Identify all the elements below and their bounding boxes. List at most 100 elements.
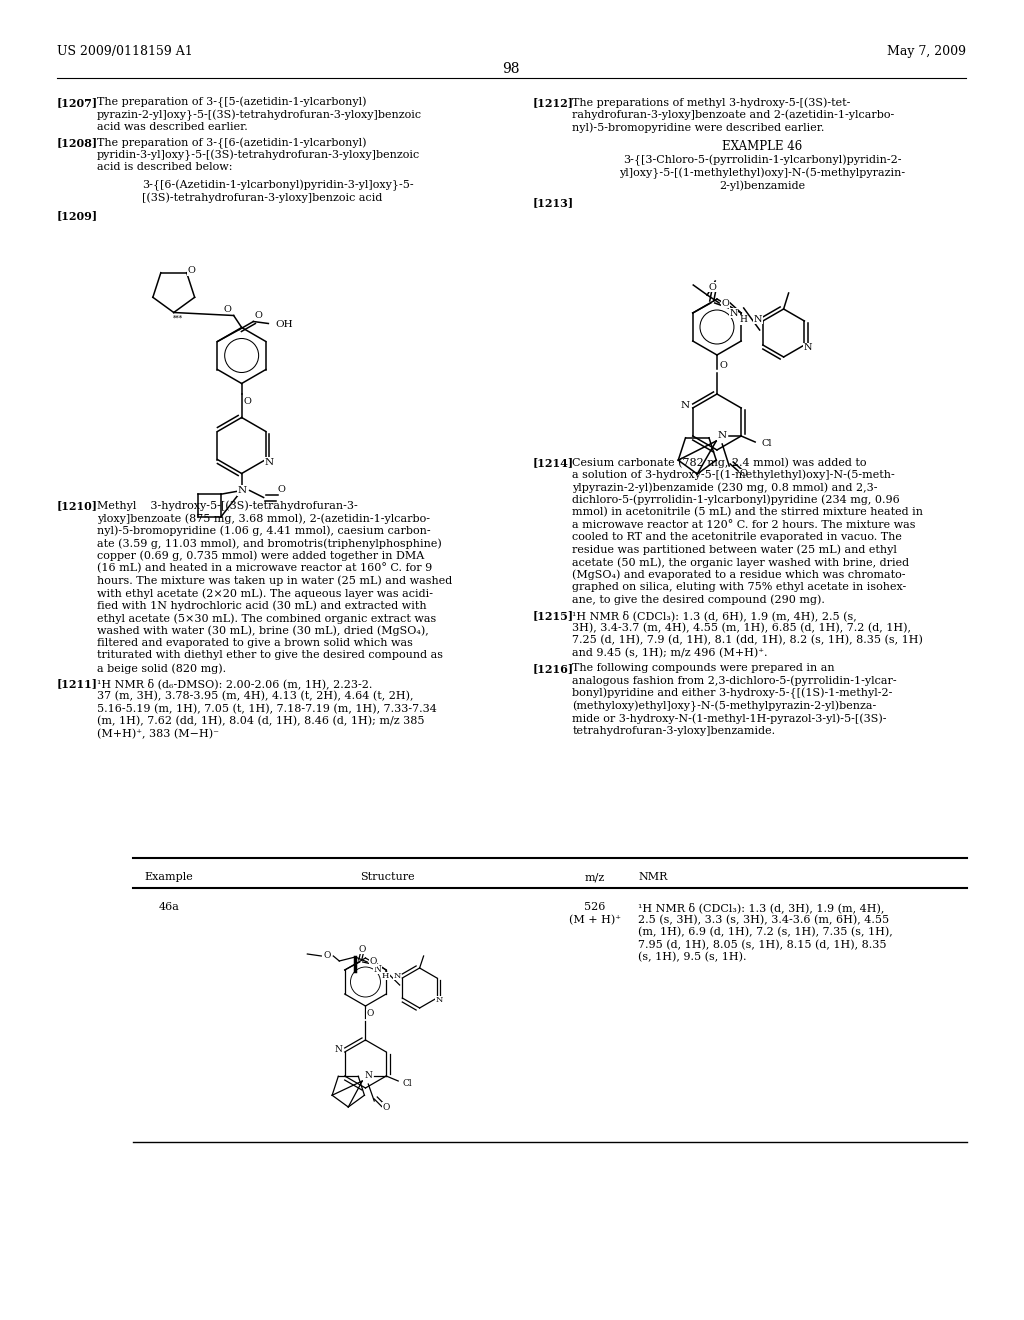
Text: ylpyrazin-2-yl)benzamide (230 mg, 0.8 mmol) and 2,3-: ylpyrazin-2-yl)benzamide (230 mg, 0.8 mm… [572,482,878,492]
Text: O: O [223,305,231,314]
Text: (s, 1H), 9.5 (s, 1H).: (s, 1H), 9.5 (s, 1H). [638,952,746,962]
Text: 98: 98 [503,62,520,77]
Text: The preparation of 3-{[5-(azetidin-1-ylcarbonyl): The preparation of 3-{[5-(azetidin-1-ylc… [97,96,367,108]
Text: N: N [718,432,727,441]
Text: [1208]: [1208] [57,137,98,149]
Text: N: N [365,1072,372,1081]
Text: May 7, 2009: May 7, 2009 [887,45,966,58]
Text: a beige solid (820 mg).: a beige solid (820 mg). [97,663,226,673]
Text: (methyloxy)ethyl]oxy}-N-(5-methylpyrazin-2-yl)benza-: (methyloxy)ethyl]oxy}-N-(5-methylpyrazin… [572,701,877,711]
Text: The preparations of methyl 3-hydroxy-5-[(3S)-tet-: The preparations of methyl 3-hydroxy-5-[… [572,96,851,107]
Text: mide or 3-hydroxy-N-(1-methyl-1H-pyrazol-3-yl)-5-[(3S)-: mide or 3-hydroxy-N-(1-methyl-1H-pyrazol… [572,713,887,723]
Text: nyl)-5-bromopyridine (1.06 g, 4.41 mmol), caesium carbon-: nyl)-5-bromopyridine (1.06 g, 4.41 mmol)… [97,525,430,536]
Text: rahydrofuran-3-yloxy]benzoate and 2-(azetidin-1-ylcarbo-: rahydrofuran-3-yloxy]benzoate and 2-(aze… [572,110,894,120]
Text: [1216]: [1216] [532,663,573,675]
Text: 7.25 (d, 1H), 7.9 (d, 1H), 8.1 (dd, 1H), 8.2 (s, 1H), 8.35 (s, 1H): 7.25 (d, 1H), 7.9 (d, 1H), 8.1 (dd, 1H),… [572,635,923,645]
Text: N: N [393,972,401,979]
Text: (m, 1H), 7.62 (dd, 1H), 8.04 (d, 1H), 8.46 (d, 1H); m/z 385: (m, 1H), 7.62 (dd, 1H), 8.04 (d, 1H), 8.… [97,715,424,726]
Text: O: O [324,952,331,961]
Text: [1211]: [1211] [57,678,98,689]
Text: residue was partitioned between water (25 mL) and ethyl: residue was partitioned between water (2… [572,544,897,556]
Text: H: H [739,315,748,325]
Text: O: O [709,282,717,292]
Text: filtered and evaporated to give a brown solid which was: filtered and evaporated to give a brown … [97,638,413,648]
Text: Structure: Structure [360,873,415,882]
Text: O: O [278,484,286,494]
Text: cooled to RT and the acetonitrile evaporated in vacuo. The: cooled to RT and the acetonitrile evapor… [572,532,902,543]
Text: (MgSO₄) and evaporated to a residue which was chromato-: (MgSO₄) and evaporated to a residue whic… [572,569,905,579]
Text: ¹H NMR δ (d₆-DMSO): 2.00-2.06 (m, 1H), 2.23-2.: ¹H NMR δ (d₆-DMSO): 2.00-2.06 (m, 1H), 2… [97,678,373,689]
Text: N: N [680,401,689,411]
Text: [1209]: [1209] [57,210,98,220]
Text: a microwave reactor at 120° C. for 2 hours. The mixture was: a microwave reactor at 120° C. for 2 hou… [572,520,915,529]
Text: pyrazin-2-yl]oxy}-5-[(3S)-tetrahydrofuran-3-yloxy]benzoic: pyrazin-2-yl]oxy}-5-[(3S)-tetrahydrofura… [97,110,422,121]
Text: graphed on silica, eluting with 75% ethyl acetate in isohex-: graphed on silica, eluting with 75% ethy… [572,582,906,591]
Text: ane, to give the desired compound (290 mg).: ane, to give the desired compound (290 m… [572,594,825,605]
Text: ***: *** [173,314,183,322]
Text: N: N [238,486,246,495]
Text: O: O [244,397,252,407]
Text: ¹H NMR δ (CDCl₃): 1.3 (d, 6H), 1.9 (m, 4H), 2.5 (s,: ¹H NMR δ (CDCl₃): 1.3 (d, 6H), 1.9 (m, 4… [572,610,857,620]
Text: (16 mL) and heated in a microwave reactor at 160° C. for 9: (16 mL) and heated in a microwave reacto… [97,564,432,574]
Text: pyridin-3-yl]oxy}-5-[(3S)-tetrahydrofuran-3-yloxy]benzoic: pyridin-3-yl]oxy}-5-[(3S)-tetrahydrofura… [97,150,420,161]
Text: 7.95 (d, 1H), 8.05 (s, 1H), 8.15 (d, 1H), 8.35: 7.95 (d, 1H), 8.05 (s, 1H), 8.15 (d, 1H)… [638,940,887,950]
Text: yl]oxy}-5-[(1-methylethyl)oxy]-N-(5-methylpyrazin-: yl]oxy}-5-[(1-methylethyl)oxy]-N-(5-meth… [618,168,905,178]
Text: O: O [254,312,262,319]
Text: The preparation of 3-{[6-(azetidin-1-ylcarbonyl): The preparation of 3-{[6-(azetidin-1-ylc… [97,137,367,149]
Text: 2.5 (s, 3H), 3.3 (s, 3H), 3.4-3.6 (m, 6H), 4.55: 2.5 (s, 3H), 3.3 (s, 3H), 3.4-3.6 (m, 6H… [638,915,889,925]
Text: O: O [383,1102,390,1111]
Text: and 9.45 (s, 1H); m/z 496 (M+H)⁺.: and 9.45 (s, 1H); m/z 496 (M+H)⁺. [572,648,768,657]
Text: N: N [335,1045,343,1055]
Text: US 2009/0118159 A1: US 2009/0118159 A1 [57,45,193,58]
Text: [1215]: [1215] [532,610,573,620]
Text: bonyl)pyridine and either 3-hydroxy-5-{[(1S)-1-methyl-2-: bonyl)pyridine and either 3-hydroxy-5-{[… [572,688,893,700]
Text: N: N [264,458,273,467]
Text: NMR: NMR [638,873,668,882]
Text: acid was described earlier.: acid was described earlier. [97,121,248,132]
Text: O: O [370,957,377,966]
Text: O: O [721,298,729,308]
Text: O: O [739,470,748,479]
Text: mmol) in acetonitrile (5 mL) and the stirred mixture heated in: mmol) in acetonitrile (5 mL) and the sti… [572,507,924,517]
Text: [1207]: [1207] [57,96,98,108]
Text: 5.16-5.19 (m, 1H), 7.05 (t, 1H), 7.18-7.19 (m, 1H), 7.33-7.34: 5.16-5.19 (m, 1H), 7.05 (t, 1H), 7.18-7.… [97,704,436,714]
Text: Cl: Cl [761,440,772,449]
Text: 526: 526 [585,902,606,912]
Text: 37 (m, 3H), 3.78-3.95 (m, 4H), 4.13 (t, 2H), 4.64 (t, 2H),: 37 (m, 3H), 3.78-3.95 (m, 4H), 4.13 (t, … [97,690,414,701]
Text: ¹H NMR δ (CDCl₃): 1.3 (d, 3H), 1.9 (m, 4H),: ¹H NMR δ (CDCl₃): 1.3 (d, 3H), 1.9 (m, 4… [638,902,885,913]
Text: Cesium carbonate (782 mg, 2.4 mmol) was added to: Cesium carbonate (782 mg, 2.4 mmol) was … [572,457,866,467]
Text: fied with 1N hydrochloric acid (30 mL) and extracted with: fied with 1N hydrochloric acid (30 mL) a… [97,601,426,611]
Text: 2-yl)benzamide: 2-yl)benzamide [719,180,805,190]
Text: triturated with diethyl ether to give the desired compound as: triturated with diethyl ether to give th… [97,651,442,660]
Text: (M+H)⁺, 383 (M−H)⁻: (M+H)⁺, 383 (M−H)⁻ [97,729,219,739]
Text: O: O [187,267,196,275]
Text: acid is described below:: acid is described below: [97,162,232,173]
Text: (m, 1H), 6.9 (d, 1H), 7.2 (s, 1H), 7.35 (s, 1H),: (m, 1H), 6.9 (d, 1H), 7.2 (s, 1H), 7.35 … [638,927,893,937]
Text: a solution of 3-hydroxy-5-[(1-methylethyl)oxy]-N-(5-meth-: a solution of 3-hydroxy-5-[(1-methylethy… [572,470,895,480]
Text: EXAMPLE 46: EXAMPLE 46 [722,140,802,153]
Text: [1213]: [1213] [532,198,573,209]
Text: H: H [382,972,389,979]
Text: The following compounds were prepared in an: The following compounds were prepared in… [572,663,835,673]
Text: m/z: m/z [585,873,605,882]
Text: O: O [358,945,366,953]
Text: 3-{[3-Chloro-5-(pyrrolidin-1-ylcarbonyl)pyridin-2-: 3-{[3-Chloro-5-(pyrrolidin-1-ylcarbonyl)… [623,154,901,166]
Text: N: N [754,314,762,323]
Text: N: N [803,343,812,352]
Text: [1212]: [1212] [532,96,573,108]
Text: N: N [729,309,738,318]
Text: hours. The mixture was taken up in water (25 mL) and washed: hours. The mixture was taken up in water… [97,576,453,586]
Text: 3-{[6-(Azetidin-1-ylcarbonyl)pyridin-3-yl]oxy}-5-: 3-{[6-(Azetidin-1-ylcarbonyl)pyridin-3-y… [141,180,414,191]
Text: Cl: Cl [402,1080,412,1089]
Text: 3H), 3.4-3.7 (m, 4H), 4.55 (m, 1H), 6.85 (d, 1H), 7.2 (d, 1H),: 3H), 3.4-3.7 (m, 4H), 4.55 (m, 1H), 6.85… [572,623,911,632]
Text: nyl)-5-bromopyridine were described earlier.: nyl)-5-bromopyridine were described earl… [572,121,824,132]
Text: ate (3.59 g, 11.03 mmol), and bromotris(triphenylphosphine): ate (3.59 g, 11.03 mmol), and bromotris(… [97,539,441,549]
Text: Example: Example [144,873,194,882]
Text: OH: OH [275,319,293,329]
Text: [(3S)-tetrahydrofuran-3-yloxy]benzoic acid: [(3S)-tetrahydrofuran-3-yloxy]benzoic ac… [141,193,382,203]
Text: O: O [719,360,727,370]
Text: (M + H)⁺: (M + H)⁺ [569,915,622,925]
Text: copper (0.69 g, 0.735 mmol) were added together in DMA: copper (0.69 g, 0.735 mmol) were added t… [97,550,424,561]
Text: with ethyl acetate (2×20 mL). The aqueous layer was acidi-: with ethyl acetate (2×20 mL). The aqueou… [97,587,433,598]
Text: O: O [367,1010,374,1019]
